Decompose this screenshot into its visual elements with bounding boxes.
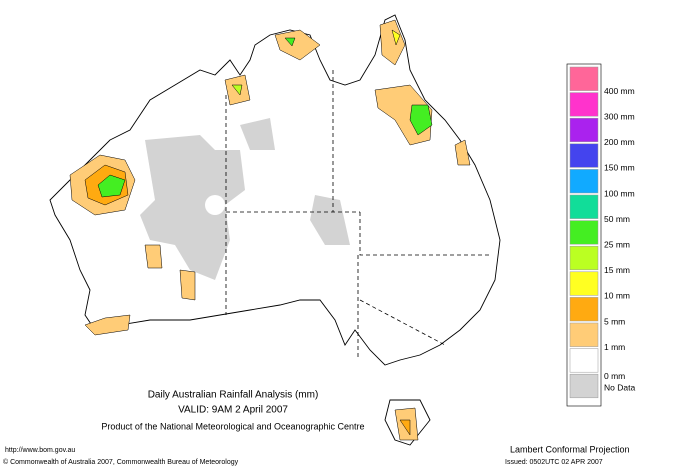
rain-areas — [69, 19, 471, 441]
map-title: Daily Australian Rainfall Analysis (mm) — [148, 390, 319, 401]
legend-label: 1 mm — [604, 342, 625, 352]
legend-label: 25 mm — [604, 239, 630, 249]
url: http://www.bom.gov.au — [5, 447, 75, 454]
legend-label: 0 mm — [604, 371, 625, 381]
legend-label: 5 mm — [604, 316, 625, 326]
producer: Product of the National Meteorological a… — [101, 421, 364, 431]
legend-swatch — [569, 271, 599, 296]
legend-swatch — [569, 297, 599, 322]
legend-swatch — [569, 66, 599, 91]
legend-label: 200 mm — [604, 137, 635, 147]
legend-swatch — [569, 143, 599, 168]
legend-swatch — [569, 373, 599, 399]
legend-label: 100 mm — [604, 188, 635, 198]
legend-label: 15 mm — [604, 265, 630, 275]
state-borders — [225, 70, 490, 360]
legend: 400 mm 300 mm 200 mm 150 mm 100 mm 50 mm 25 mm… — [569, 66, 635, 399]
legend-label: 50 mm — [604, 214, 630, 224]
valid-time: VALID: 9AM 2 April 2007 — [178, 405, 288, 416]
projection: Lambert Conformal Projection — [510, 444, 630, 454]
legend-swatch — [569, 245, 599, 271]
copyright: © Commonwealth of Australia 2007, Common… — [3, 458, 239, 466]
legend-frame — [566, 63, 602, 407]
legend-swatch — [569, 348, 599, 373]
legend-label: 300 mm — [604, 111, 635, 121]
legend-swatch — [569, 117, 599, 143]
issued: Issued: 0502UTC 02 APR 2007 — [505, 459, 603, 466]
legend-swatch — [569, 220, 599, 245]
legend-swatch — [569, 194, 599, 219]
legend-label: No Data — [604, 383, 635, 393]
legend-label: 10 mm — [604, 291, 630, 301]
legend-swatch — [569, 92, 599, 117]
legend-swatch — [569, 169, 599, 194]
legend-label: 150 mm — [604, 163, 635, 173]
no-data-areas — [140, 118, 350, 280]
legend-label: 400 mm — [604, 86, 635, 96]
legend-swatch — [569, 322, 599, 347]
